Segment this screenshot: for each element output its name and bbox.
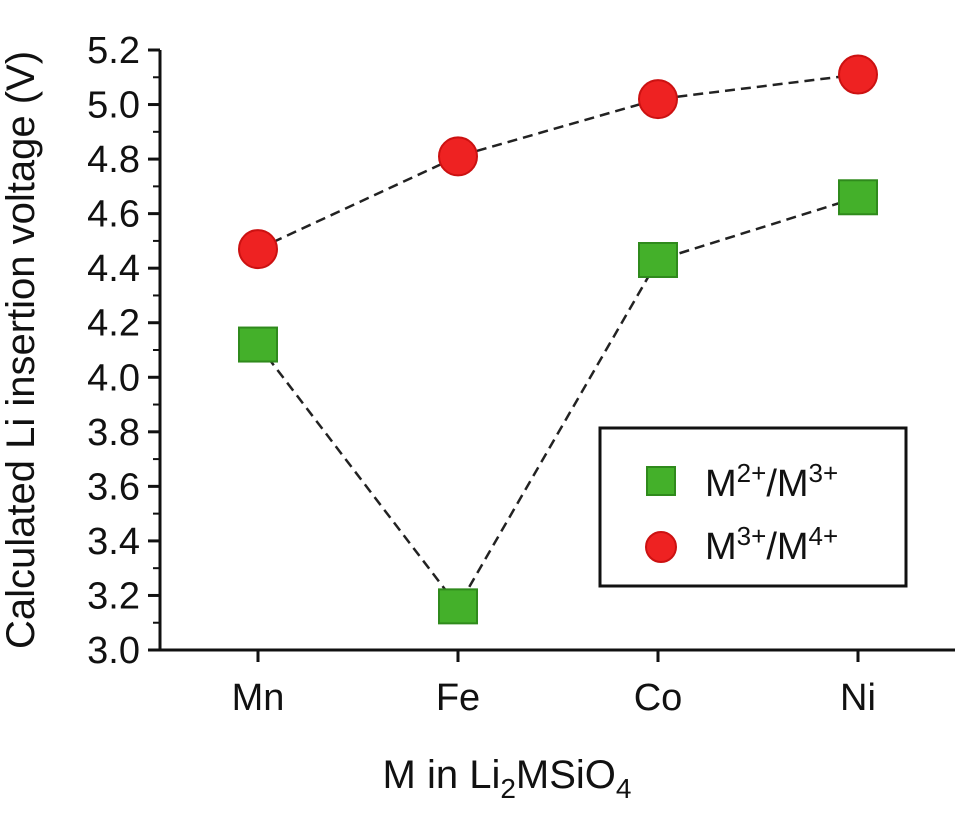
x-axis-title-part-2: MSiO [516, 753, 616, 797]
data-point-circle-co [638, 79, 678, 120]
series-lines [257, 73, 859, 609]
data-point-circle-mn [238, 229, 278, 270]
data-point-circle-fe [438, 136, 478, 177]
legend-label-m2-m3-part-2: /M [766, 463, 808, 505]
x-axis-title-sub-1: 2 [500, 773, 516, 804]
y-tick-label: 5.0 [87, 85, 140, 127]
legend: M2+/M3+ M3+/M4+ [598, 426, 908, 588]
data-point-square-fe [438, 588, 478, 625]
data-point-square-co [638, 242, 678, 278]
x-tick-label-co: Co [634, 677, 683, 719]
y-tick-label: 4.6 [87, 194, 140, 236]
legend-label-m2-m3-part-1: M [705, 463, 737, 505]
legend-label-m2-m3-sup-2: 3+ [809, 458, 839, 488]
data-point-square-ni [838, 179, 878, 216]
series-line-0 [257, 196, 859, 609]
x-tick-label-mn: Mn [232, 677, 285, 719]
y-tick-label: 5.2 [87, 30, 140, 72]
y-tick-label: 4.4 [87, 248, 140, 290]
y-tick-label: 3.8 [87, 412, 140, 454]
x-ticks: Mn Fe Co Ni [232, 650, 876, 719]
y-axis-title: Calculated Li insertion voltage (V) [0, 51, 43, 649]
legend-square-marker [646, 466, 676, 496]
y-tick-label: 4.8 [87, 139, 140, 181]
legend-label-m3-m4-sup-2: 4+ [809, 521, 839, 551]
x-axis-title-part-1: M in Li [383, 753, 501, 797]
series-marks [238, 54, 878, 625]
data-point-circle-ni [838, 54, 878, 95]
legend-label-m3-m4-part-1: M [705, 526, 737, 568]
series-line-1 [257, 73, 859, 251]
data-point-square-mn [238, 326, 278, 363]
legend-label-m3-m4-sup-1: 3+ [737, 521, 767, 551]
legend-box [598, 426, 908, 588]
legend-label-m3-m4-part-2: /M [766, 526, 808, 568]
y-tick-label: 3.2 [87, 575, 140, 617]
y-tick-label: 3.0 [87, 630, 140, 672]
x-axis-title-sub-2: 4 [616, 773, 632, 804]
y-tick-label: 4.2 [87, 303, 140, 345]
x-axis-title: M in Li2MSiO4 [383, 753, 632, 804]
y-tick-label: 4.0 [87, 357, 140, 399]
legend-label-m2-m3-sup-1: 2+ [737, 458, 767, 488]
legend-label-m3-m4: M3+/M4+ [705, 521, 838, 568]
y-tick-label: 3.6 [87, 466, 140, 508]
legend-circle-marker [645, 531, 677, 563]
x-tick-label-ni: Ni [840, 677, 876, 719]
legend-label-m2-m3: M2+/M3+ [705, 458, 838, 505]
y-ticks: 3.0 3.2 3.4 3.6 3.8 4.0 4.2 4.4 4.6 4.8 5.0 5.2 [87, 30, 160, 672]
x-tick-label-fe: Fe [436, 677, 480, 719]
y-tick-label: 3.4 [87, 521, 140, 563]
